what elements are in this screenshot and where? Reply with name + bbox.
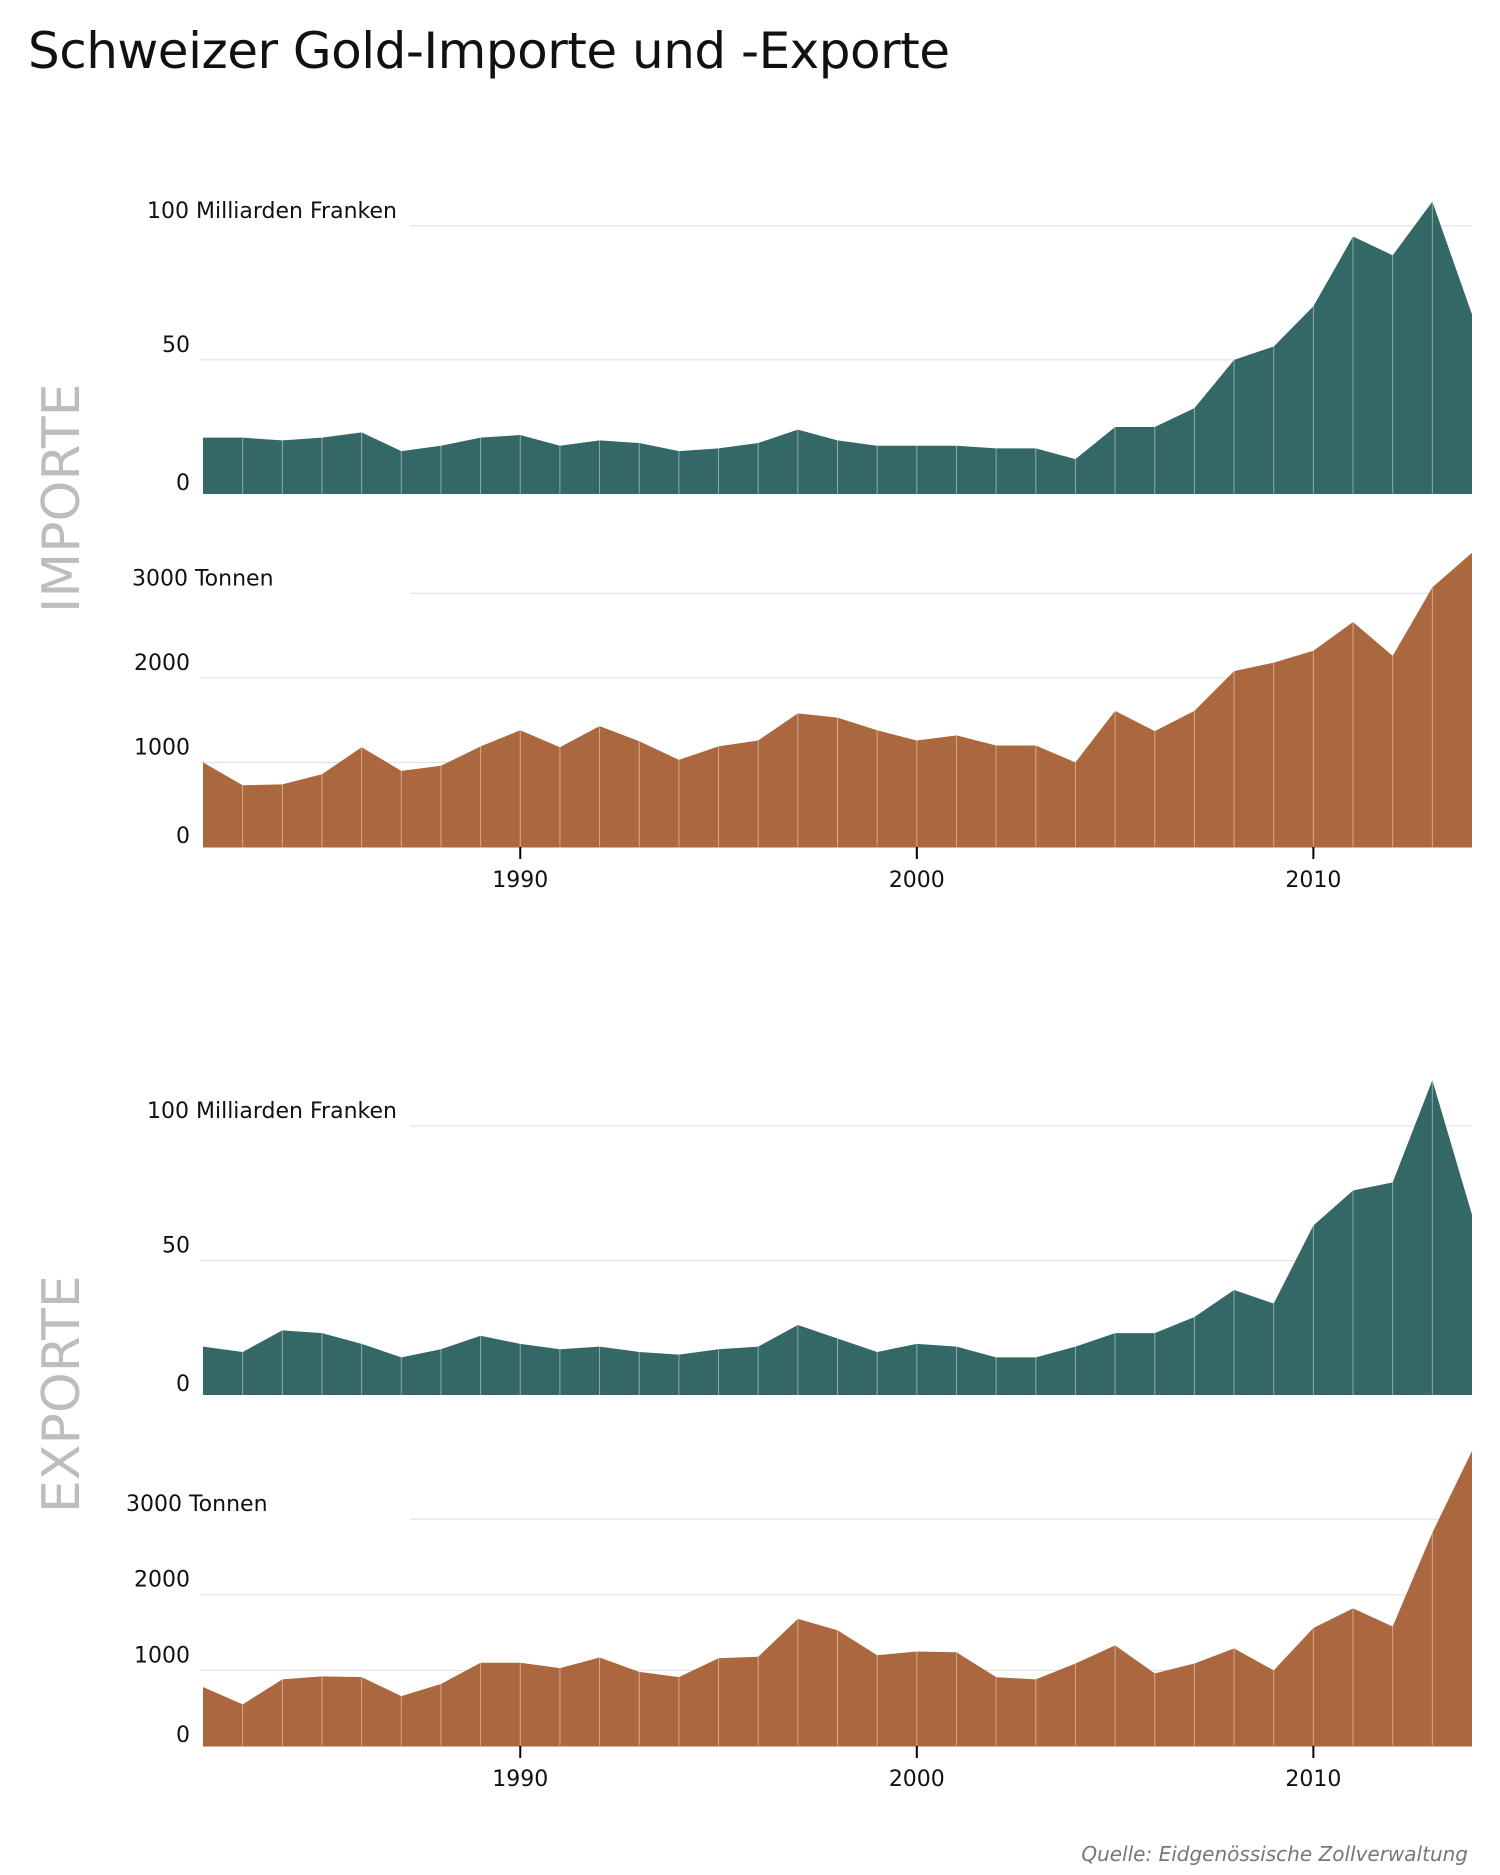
y-tick-label: 50	[162, 333, 190, 358]
y-tick-label: 1000	[134, 735, 190, 760]
y-tick-label: 3000 Tonnen	[132, 566, 274, 591]
y-tick-label: 0	[176, 1723, 190, 1748]
area-series	[203, 1451, 1472, 1746]
x-tick-label: 2010	[1285, 1767, 1341, 1792]
y-tick-label: 2000	[134, 651, 190, 676]
x-tick-label: 2000	[889, 1767, 945, 1792]
y-tick-label: 0	[176, 471, 190, 496]
y-tick-label: 2000	[134, 1568, 190, 1593]
area-series	[203, 1080, 1472, 1395]
page-title: Schweizer Gold-Importe und -Exporte	[28, 22, 950, 80]
y-tick-label: 0	[176, 824, 190, 849]
y-tick-label: 50	[162, 1233, 190, 1258]
area-series	[203, 201, 1472, 494]
x-tick-label: 2000	[889, 868, 945, 893]
area-series	[203, 552, 1472, 847]
y-tick-label: 100 Milliarden Franken	[147, 199, 397, 224]
y-tick-label: 3000 Tonnen	[126, 1492, 268, 1517]
x-tick-label: 1990	[492, 1767, 548, 1792]
x-tick-label: 1990	[492, 868, 548, 893]
source-note: Quelle: Eidgenössische Zollverwaltung	[1081, 1842, 1468, 1866]
y-tick-label: 100 Milliarden Franken	[147, 1099, 397, 1124]
x-tick-label: 2010	[1285, 868, 1341, 893]
y-tick-label: 1000	[134, 1643, 190, 1668]
y-tick-label: 0	[176, 1372, 190, 1397]
